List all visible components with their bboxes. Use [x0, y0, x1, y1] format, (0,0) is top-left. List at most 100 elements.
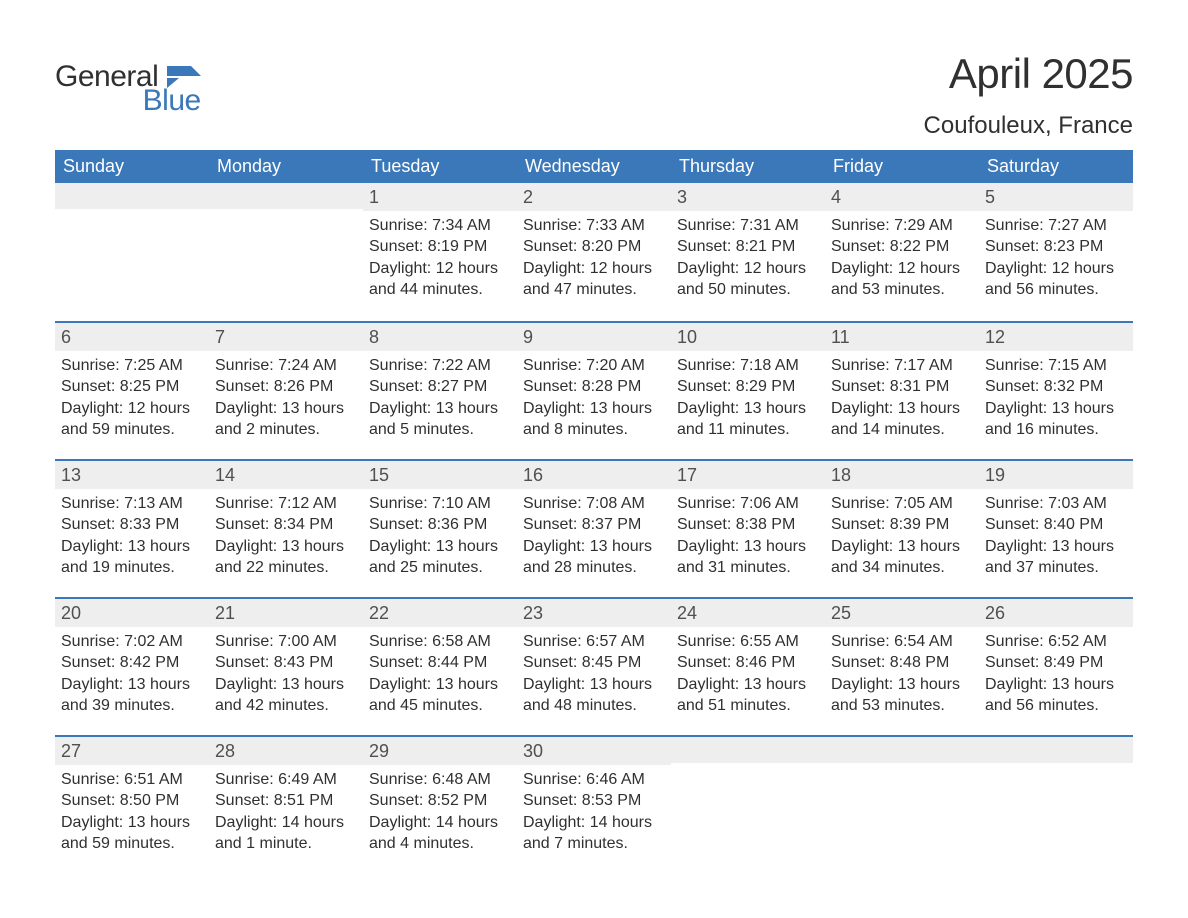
date-number: 8: [363, 323, 517, 351]
date-number: 9: [517, 323, 671, 351]
day-cell: [979, 737, 1133, 873]
sunset-text: Sunset: 8:27 PM: [369, 376, 511, 397]
sunrise-text: Sunrise: 7:31 AM: [677, 215, 819, 236]
sunset-text: Sunset: 8:37 PM: [523, 514, 665, 535]
sun-info: Sunrise: 7:10 AMSunset: 8:36 PMDaylight:…: [363, 489, 517, 577]
sunrise-text: Sunrise: 6:51 AM: [61, 769, 203, 790]
day-cell: 11Sunrise: 7:17 AMSunset: 8:31 PMDayligh…: [825, 323, 979, 459]
date-number: 3: [671, 183, 825, 211]
daylight-text: Daylight: 13 hours and 2 minutes.: [215, 398, 357, 440]
day-cell: 26Sunrise: 6:52 AMSunset: 8:49 PMDayligh…: [979, 599, 1133, 735]
week-row: 6Sunrise: 7:25 AMSunset: 8:25 PMDaylight…: [55, 321, 1133, 459]
sunset-text: Sunset: 8:51 PM: [215, 790, 357, 811]
day-cell: 2Sunrise: 7:33 AMSunset: 8:20 PMDaylight…: [517, 183, 671, 321]
page-header: General Blue April 2025 Coufouleux, Fran…: [55, 50, 1133, 140]
sunrise-text: Sunrise: 7:12 AM: [215, 493, 357, 514]
week-row: 27Sunrise: 6:51 AMSunset: 8:50 PMDayligh…: [55, 735, 1133, 873]
logo: General Blue: [55, 50, 201, 118]
date-number: 6: [55, 323, 209, 351]
sunrise-text: Sunrise: 7:27 AM: [985, 215, 1127, 236]
sunset-text: Sunset: 8:48 PM: [831, 652, 973, 673]
sun-info: Sunrise: 7:27 AMSunset: 8:23 PMDaylight:…: [979, 211, 1133, 299]
sun-info: Sunrise: 6:51 AMSunset: 8:50 PMDaylight:…: [55, 765, 209, 853]
sun-info: Sunrise: 7:33 AMSunset: 8:20 PMDaylight:…: [517, 211, 671, 299]
sun-info: Sunrise: 7:13 AMSunset: 8:33 PMDaylight:…: [55, 489, 209, 577]
week-row: 1Sunrise: 7:34 AMSunset: 8:19 PMDaylight…: [55, 183, 1133, 321]
date-number: 15: [363, 461, 517, 489]
date-number: [671, 737, 825, 763]
date-number: [209, 183, 363, 209]
date-number: 14: [209, 461, 363, 489]
sunset-text: Sunset: 8:45 PM: [523, 652, 665, 673]
sunset-text: Sunset: 8:53 PM: [523, 790, 665, 811]
day-cell: 7Sunrise: 7:24 AMSunset: 8:26 PMDaylight…: [209, 323, 363, 459]
sunset-text: Sunset: 8:50 PM: [61, 790, 203, 811]
day-cell: 4Sunrise: 7:29 AMSunset: 8:22 PMDaylight…: [825, 183, 979, 321]
daylight-text: Daylight: 13 hours and 53 minutes.: [831, 674, 973, 716]
daylight-text: Daylight: 13 hours and 31 minutes.: [677, 536, 819, 578]
sun-info: Sunrise: 6:55 AMSunset: 8:46 PMDaylight:…: [671, 627, 825, 715]
sunset-text: Sunset: 8:21 PM: [677, 236, 819, 257]
day-cell: [825, 737, 979, 873]
daylight-text: Daylight: 12 hours and 59 minutes.: [61, 398, 203, 440]
sunrise-text: Sunrise: 7:08 AM: [523, 493, 665, 514]
daylight-text: Daylight: 12 hours and 56 minutes.: [985, 258, 1127, 300]
sun-info: Sunrise: 7:05 AMSunset: 8:39 PMDaylight:…: [825, 489, 979, 577]
sunrise-text: Sunrise: 7:18 AM: [677, 355, 819, 376]
daylight-text: Daylight: 12 hours and 53 minutes.: [831, 258, 973, 300]
date-number: 25: [825, 599, 979, 627]
daylight-text: Daylight: 13 hours and 16 minutes.: [985, 398, 1127, 440]
date-number: 27: [55, 737, 209, 765]
day-cell: 10 Sunrise: 7:18 AMSunset: 8:29 PMDayligh…: [671, 323, 825, 459]
day-cell: 22Sunrise: 6:58 AMSunset: 8:44 PMDayligh…: [363, 599, 517, 735]
weeks-container: 1Sunrise: 7:34 AMSunset: 8:19 PMDaylight…: [55, 183, 1133, 873]
sun-info: Sunrise: 7:34 AMSunset: 8:19 PMDaylight:…: [363, 211, 517, 299]
day-cell: [209, 183, 363, 321]
date-number: 10: [671, 323, 825, 351]
day-cell: 25Sunrise: 6:54 AMSunset: 8:48 PMDayligh…: [825, 599, 979, 735]
day-cell: 1Sunrise: 7:34 AMSunset: 8:19 PMDaylight…: [363, 183, 517, 321]
sunset-text: Sunset: 8:34 PM: [215, 514, 357, 535]
location-subtitle: Coufouleux, France: [924, 112, 1133, 140]
day-header-saturday: Saturday: [979, 150, 1133, 183]
day-cell: 24Sunrise: 6:55 AMSunset: 8:46 PMDayligh…: [671, 599, 825, 735]
date-number: 20: [55, 599, 209, 627]
sunset-text: Sunset: 8:29 PM: [677, 376, 819, 397]
date-number: 28: [209, 737, 363, 765]
sunset-text: Sunset: 8:20 PM: [523, 236, 665, 257]
daylight-text: Daylight: 12 hours and 50 minutes.: [677, 258, 819, 300]
day-cell: 13Sunrise: 7:13 AMSunset: 8:33 PMDayligh…: [55, 461, 209, 597]
date-number: 29: [363, 737, 517, 765]
day-cell: 27Sunrise: 6:51 AMSunset: 8:50 PMDayligh…: [55, 737, 209, 873]
sunset-text: Sunset: 8:31 PM: [831, 376, 973, 397]
day-cell: 14Sunrise: 7:12 AMSunset: 8:34 PMDayligh…: [209, 461, 363, 597]
sunset-text: Sunset: 8:19 PM: [369, 236, 511, 257]
day-header-row: Sunday Monday Tuesday Wednesday Thursday…: [55, 150, 1133, 183]
day-cell: 28Sunrise: 6:49 AMSunset: 8:51 PMDayligh…: [209, 737, 363, 873]
daylight-text: Daylight: 13 hours and 28 minutes.: [523, 536, 665, 578]
sunset-text: Sunset: 8:42 PM: [61, 652, 203, 673]
day-cell: [55, 183, 209, 321]
daylight-text: Daylight: 13 hours and 34 minutes.: [831, 536, 973, 578]
daylight-text: Daylight: 13 hours and 39 minutes.: [61, 674, 203, 716]
daylight-text: Daylight: 13 hours and 11 minutes.: [677, 398, 819, 440]
sunrise-text: Sunrise: 7:02 AM: [61, 631, 203, 652]
daylight-text: Daylight: 13 hours and 37 minutes.: [985, 536, 1127, 578]
week-row: 20Sunrise: 7:02 AMSunset: 8:42 PMDayligh…: [55, 597, 1133, 735]
sun-info: Sunrise: 7:12 AMSunset: 8:34 PMDaylight:…: [209, 489, 363, 577]
sunrise-text: Sunrise: 6:55 AM: [677, 631, 819, 652]
sun-info: Sunrise: 6:49 AMSunset: 8:51 PMDaylight:…: [209, 765, 363, 853]
sunset-text: Sunset: 8:23 PM: [985, 236, 1127, 257]
daylight-text: Daylight: 13 hours and 45 minutes.: [369, 674, 511, 716]
sun-info: Sunrise: 7:31 AMSunset: 8:21 PMDaylight:…: [671, 211, 825, 299]
daylight-text: Daylight: 13 hours and 25 minutes.: [369, 536, 511, 578]
sunset-text: Sunset: 8:38 PM: [677, 514, 819, 535]
sunset-text: Sunset: 8:26 PM: [215, 376, 357, 397]
daylight-text: Daylight: 13 hours and 5 minutes.: [369, 398, 511, 440]
day-cell: 6Sunrise: 7:25 AMSunset: 8:25 PMDaylight…: [55, 323, 209, 459]
date-number: 26: [979, 599, 1133, 627]
sunset-text: Sunset: 8:44 PM: [369, 652, 511, 673]
date-number: 22: [363, 599, 517, 627]
day-cell: 5Sunrise: 7:27 AMSunset: 8:23 PMDaylight…: [979, 183, 1133, 321]
sunset-text: Sunset: 8:28 PM: [523, 376, 665, 397]
